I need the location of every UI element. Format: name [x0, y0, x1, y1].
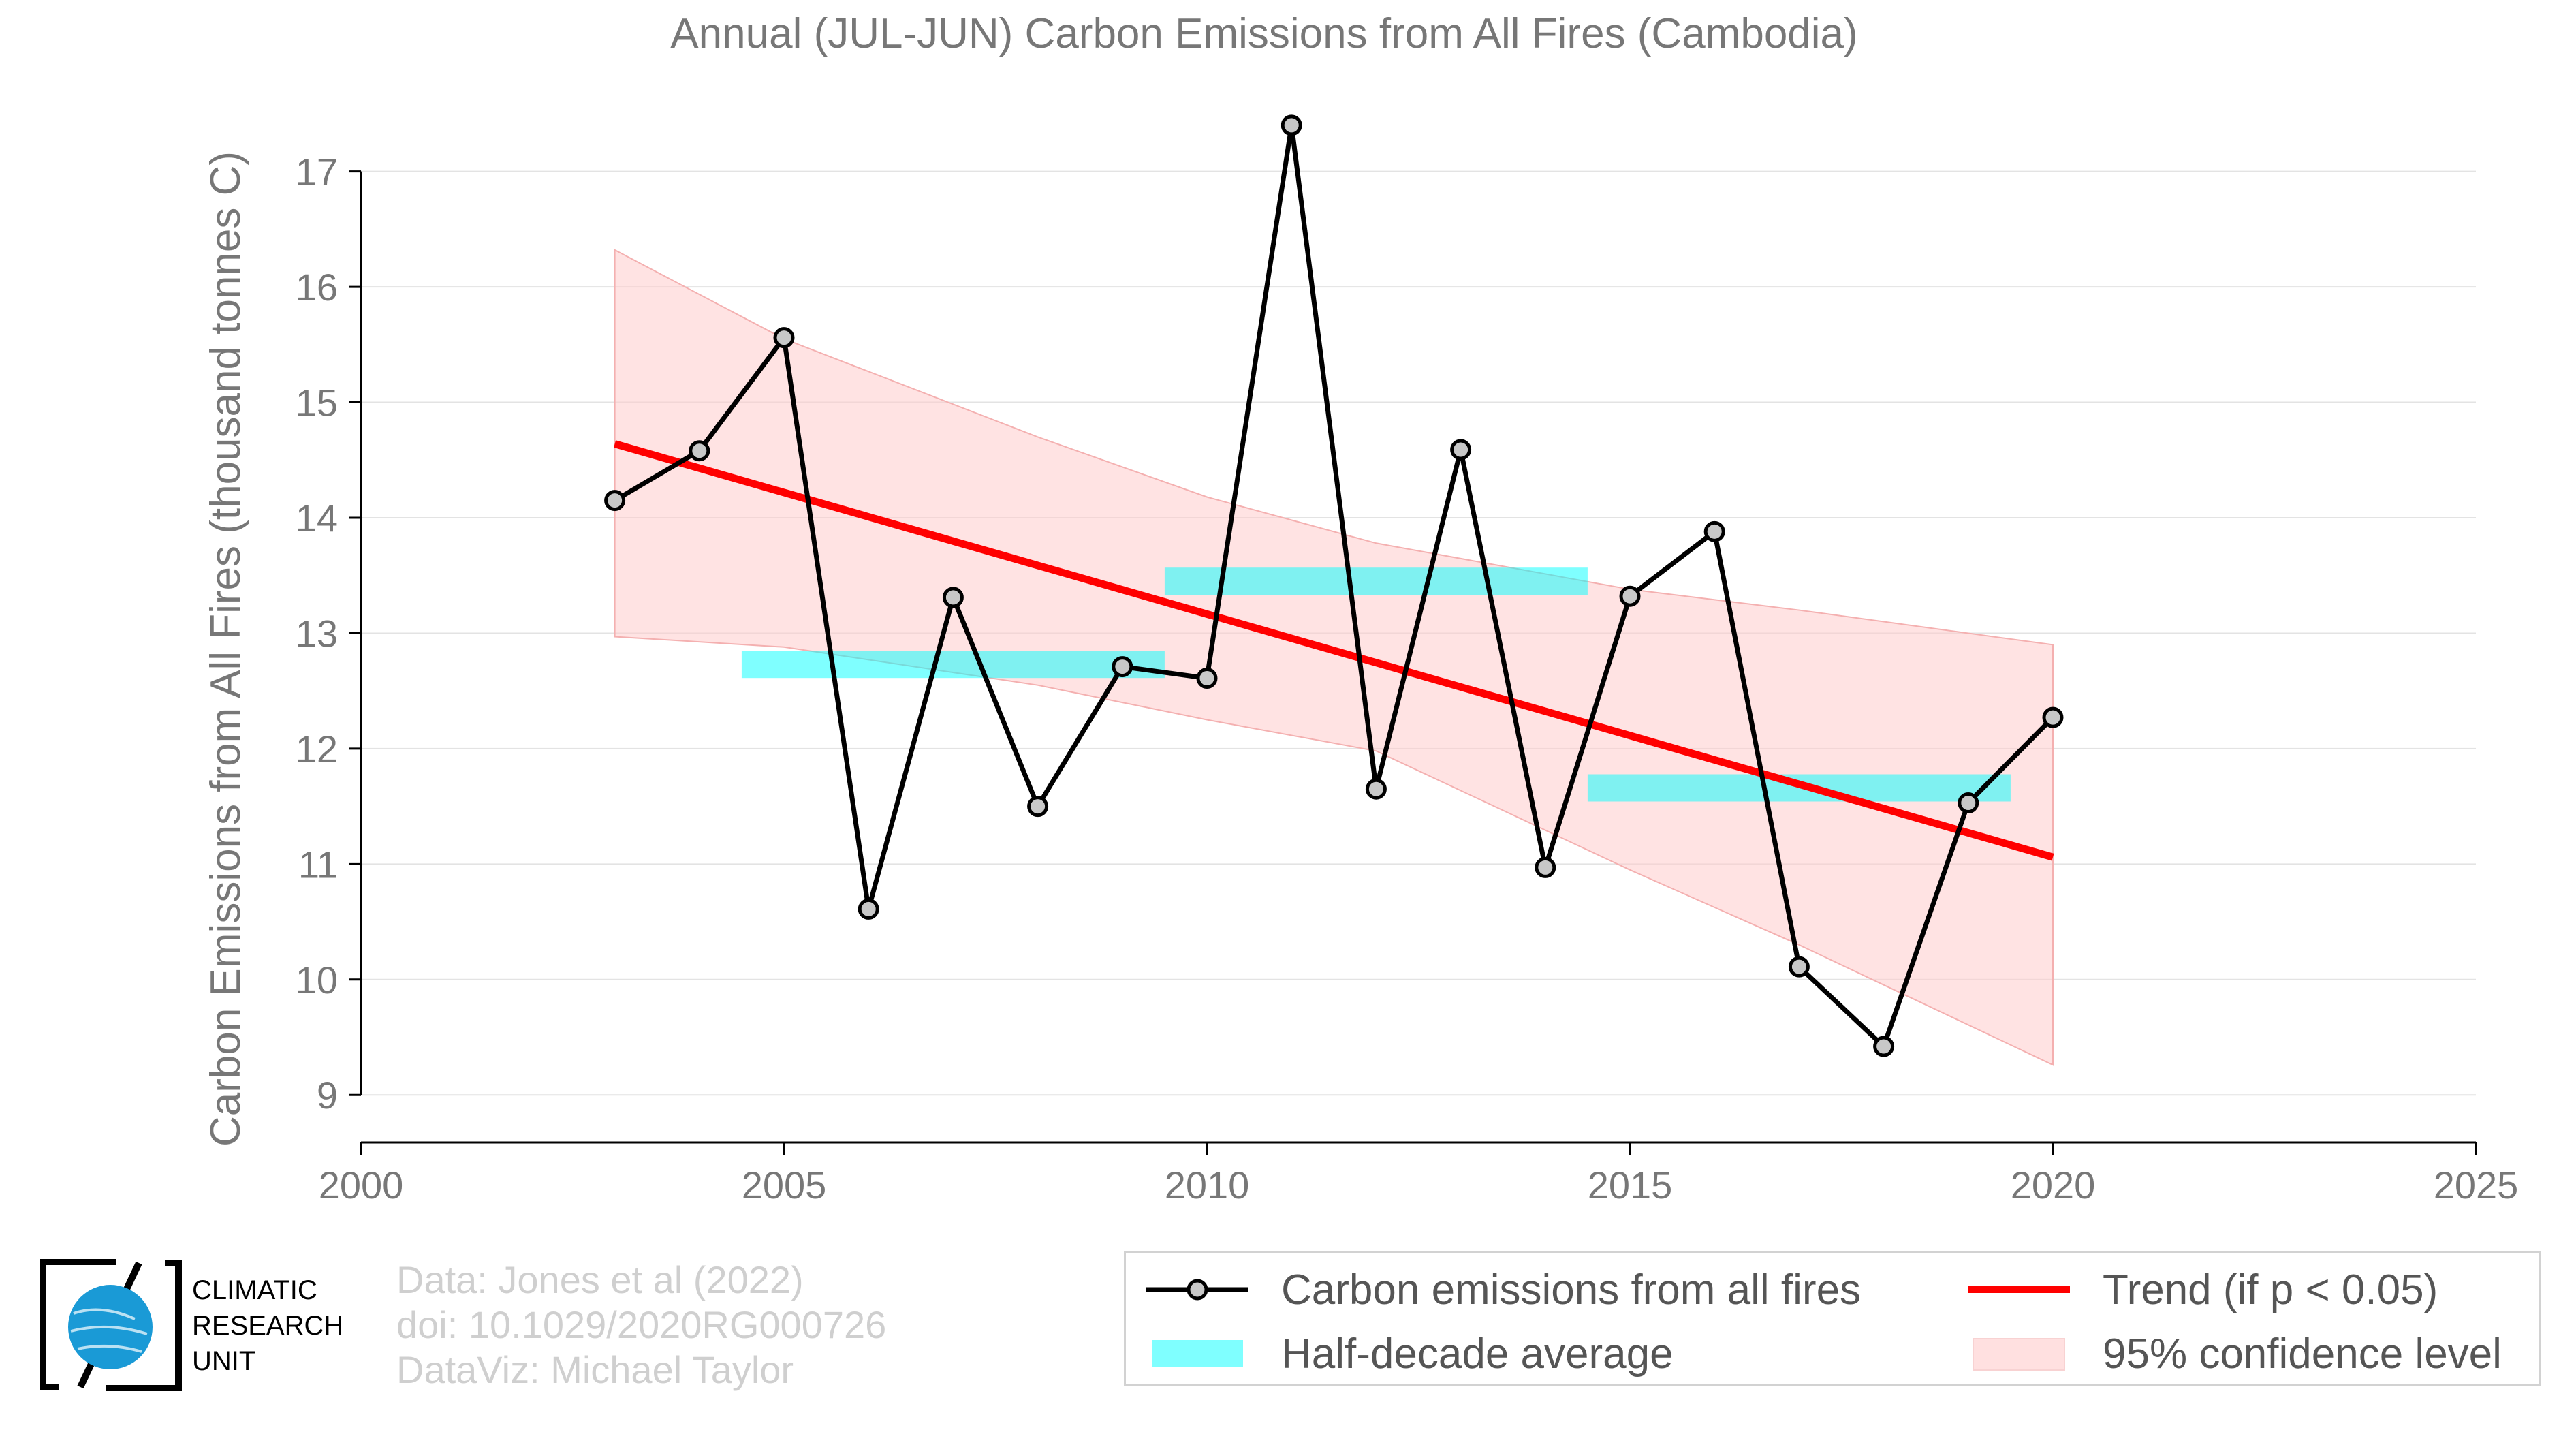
credit-dataviz: DataViz: Michael Taylor	[396, 1348, 794, 1391]
data-point-2020	[2042, 706, 2064, 728]
y-axis-label: Carbon Emissions from All Fires (thousan…	[202, 151, 249, 1147]
ytick-label-16: 16	[296, 266, 338, 309]
emissions-line	[613, 123, 2055, 1049]
legend-label-emissions: Carbon emissions from all fires	[1281, 1266, 1862, 1313]
half-decade-bar-2	[1164, 567, 1588, 595]
data-point-2019	[1958, 792, 1979, 814]
axis-labels: 9 10 11 12 13 14 15 16 17 2000 2005 2010 2015 2020 202…	[202, 10, 2518, 1207]
axes	[349, 170, 2477, 1155]
data-point-2014	[1535, 856, 1556, 878]
credit-data: Data: Jones et al (2022)	[396, 1258, 804, 1301]
logo-line-1: CLIMATIC	[192, 1275, 317, 1305]
legend-swatch-half-decade	[1146, 1326, 1248, 1381]
data-point-2017	[1788, 956, 1810, 978]
ytick-label-14: 14	[296, 497, 338, 540]
xtick-label-2010: 2010	[1165, 1164, 1250, 1207]
data-point-2003	[604, 490, 626, 512]
legend-swatch-trend	[1968, 1262, 2070, 1317]
half-decade-bar-1	[741, 651, 1165, 679]
cru-logo-text: CLIMATIC RESEARCH UNIT	[192, 1273, 343, 1379]
ytick-label-9: 9	[317, 1074, 338, 1117]
data-point-2012	[1365, 778, 1387, 800]
credit-doi: doi: 10.1029/2020RG000726	[396, 1303, 887, 1346]
emissions-series-layer	[604, 114, 2064, 1057]
legend-swatch-emissions	[1146, 1262, 1248, 1317]
trend-line	[614, 440, 2054, 861]
ytick-label-15: 15	[296, 382, 338, 424]
chart-title: Annual (JUL-JUN) Carbon Emissions from A…	[670, 10, 1857, 57]
legend-label-half-decade: Half-decade average	[1281, 1330, 1674, 1377]
logo-line-3: UNIT	[192, 1346, 256, 1376]
xtick-label-2025: 2025	[2434, 1164, 2519, 1207]
legend-swatch-confidence	[1968, 1326, 2070, 1381]
data-point-2006	[858, 898, 879, 920]
ytick-label-13: 13	[296, 612, 338, 655]
ytick-label-11: 11	[298, 843, 338, 886]
data-point-2005	[773, 327, 795, 349]
legend-item-trend: Trend (if p < 0.05)	[1968, 1262, 2438, 1317]
legend-item-half-decade: Half-decade average	[1146, 1326, 1674, 1381]
data-point-2018	[1873, 1036, 1895, 1057]
xtick-label-2015: 2015	[1588, 1164, 1673, 1207]
trend-layer	[614, 440, 2054, 861]
xtick-label-2005: 2005	[742, 1164, 827, 1207]
data-point-2010	[1196, 668, 1218, 689]
ytick-label-17: 17	[296, 151, 338, 193]
credits-block: Data: Jones et al (2022) doi: 10.1029/20…	[396, 1258, 886, 1392]
xtick-label-2020: 2020	[2011, 1164, 2096, 1207]
half-decade-layer	[741, 567, 2011, 802]
xtick-label-2000: 2000	[319, 1164, 404, 1207]
data-point-2015	[1619, 585, 1641, 607]
data-point-2008	[1027, 796, 1049, 818]
data-point-2009	[1112, 656, 1133, 678]
logo-line-2: RESEARCH	[192, 1311, 344, 1341]
legend-item-emissions: Carbon emissions from all fires	[1146, 1262, 1861, 1317]
data-point-2013	[1450, 439, 1472, 461]
legend-label-trend: Trend (if p < 0.05)	[2103, 1266, 2438, 1313]
legend: Carbon emissions from all fires Half-dec…	[1124, 1251, 2541, 1386]
ytick-label-10: 10	[296, 959, 338, 1001]
data-point-2007	[942, 587, 964, 608]
legend-label-confidence: 95% confidence level	[2103, 1330, 2502, 1377]
legend-item-confidence: 95% confidence level	[1968, 1326, 2502, 1381]
cru-logo	[39, 1258, 183, 1392]
data-point-2016	[1703, 520, 1725, 542]
ytick-label-12: 12	[296, 728, 338, 771]
data-point-2011	[1281, 114, 1302, 136]
data-point-2004	[689, 440, 710, 462]
